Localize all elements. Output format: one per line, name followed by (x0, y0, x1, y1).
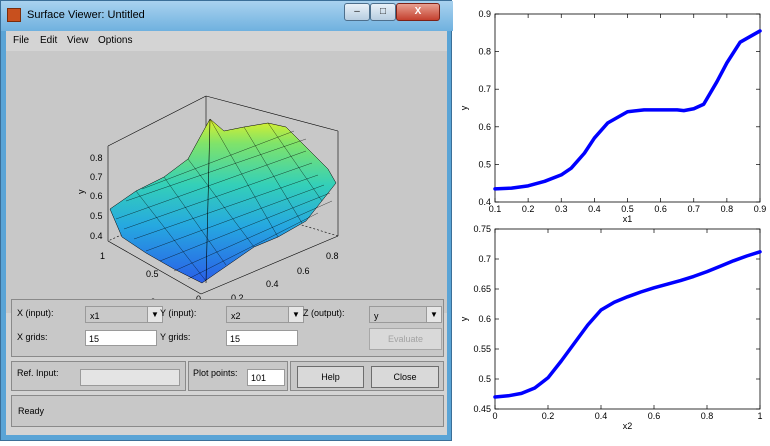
x1-tick-label: 0.2 (231, 293, 244, 303)
menu-edit[interactable]: Edit (40, 35, 58, 46)
menu-options[interactable]: Options (98, 35, 133, 46)
surface-viewer-window: Surface Viewer: Untitled – □ X File Edit… (0, 0, 453, 441)
y-tick-label: 0.9 (478, 9, 491, 19)
title-bar[interactable]: Surface Viewer: Untitled – □ X (1, 1, 453, 31)
z-output-value: y (374, 311, 379, 321)
axis-selection-panel: X (input): x1 ▼ Y (input): x2 ▼ Z (outpu… (11, 299, 444, 357)
y-tick-label: 0.7 (478, 84, 491, 94)
x2-tick-label: 1 (100, 251, 105, 261)
ref-input-label: Ref. Input: (17, 368, 59, 378)
y-input-value: x2 (231, 311, 241, 321)
ref-input-panel: Ref. Input: (11, 361, 186, 391)
y-tick-label: 0.4 (90, 231, 103, 241)
y-input-select[interactable]: x2 ▼ (226, 306, 304, 323)
y-tick-label: 0.75 (473, 224, 491, 234)
menu-bar: File Edit View Options (6, 31, 447, 51)
z-output-label: Z (output): (303, 308, 345, 318)
y-axis-label: y (76, 189, 86, 194)
ref-input-field[interactable] (80, 369, 180, 386)
x-input-select[interactable]: x1 ▼ (85, 306, 163, 323)
series-line (493, 29, 762, 191)
output-plots: 0.1 0.2 0.3 0.4 0.5 0.6 0.7 0.8 0.9 0.4 0.5 0.6 0.7 0… (455, 0, 770, 441)
mesh-lines (115, 118, 333, 282)
matlab-icon (7, 8, 21, 22)
plot-points-input[interactable]: 101 (247, 369, 285, 386)
y-tick-label: 0.6 (478, 314, 491, 324)
x2-tick-label: 0.5 (146, 269, 159, 279)
x-axis-label: x1 (623, 214, 633, 224)
x-tick-label: 0.9 (754, 204, 767, 214)
status-text: Ready (18, 406, 45, 416)
y-tick-label: 0.65 (473, 284, 491, 294)
x-tick-label: 0.5 (621, 204, 634, 214)
y-grids-input[interactable]: 15 (226, 330, 298, 346)
y-tick-label: 0.45 (473, 404, 491, 414)
plot-frame (494, 13, 761, 203)
x-tick-label: 0.8 (721, 204, 734, 214)
x-tick-label: 0.8 (701, 411, 714, 421)
help-button[interactable]: Help (297, 366, 364, 388)
x-tick-label: 0.6 (648, 411, 661, 421)
x-input-value: x1 (90, 311, 100, 321)
x-grids-label: X grids: (17, 332, 48, 342)
x-tick-label: 0.4 (588, 204, 601, 214)
x-tick-label: 0.1 (489, 204, 502, 214)
y-tick-label: 0.5 (478, 374, 491, 384)
surface-plot[interactable]: 0.8 0.7 0.6 0.5 0.4 y 1 0.5 0 x2 0.2 0.4… (6, 51, 447, 313)
output-plots-svg: 0.1 0.2 0.3 0.4 0.5 0.6 0.7 0.8 0.9 0.4 0.5 0.6 0.7 0… (459, 9, 767, 431)
x-input-label: X (input): (17, 308, 54, 318)
z-output-select[interactable]: y ▼ (369, 306, 442, 323)
window-title: Surface Viewer: Untitled (27, 9, 145, 21)
status-panel: Ready (11, 395, 444, 427)
x-axis-label: x2 (623, 421, 633, 431)
chevron-down-icon: ▼ (288, 307, 303, 322)
menu-view[interactable]: View (67, 35, 89, 46)
y-axis-label: y (459, 105, 469, 110)
box-edge (205, 118, 211, 284)
chevron-down-icon: ▼ (147, 307, 162, 322)
y-axis-label: y (459, 316, 469, 321)
plot-points-label: Plot points: (193, 368, 238, 378)
y-input-label: Y (input): (160, 308, 197, 318)
x-tick-label: 0.4 (595, 411, 608, 421)
menu-file[interactable]: File (13, 35, 30, 46)
y-tick-label: 0.7 (90, 172, 103, 182)
surface-plot-area[interactable]: 0.8 0.7 0.6 0.5 0.4 y 1 0.5 0 x2 0.2 0.4… (6, 51, 447, 313)
y-grids-label: Y grids: (160, 332, 191, 342)
x-grids-input[interactable]: 15 (85, 330, 157, 346)
x1-tick-label: 0.6 (297, 266, 310, 276)
x-tick-label: 0.2 (522, 204, 535, 214)
x1-tick-label: 0.4 (266, 279, 279, 289)
series-line (493, 250, 762, 399)
x-tick-label: 0 (492, 411, 497, 421)
y-tick-label: 0.8 (478, 47, 491, 57)
x-tick-label: 0.2 (542, 411, 555, 421)
plot-frame (494, 228, 761, 410)
y-tick-label: 0.5 (478, 159, 491, 169)
x1-tick-label: 0.8 (326, 251, 339, 261)
y-tick-label: 0.5 (90, 211, 103, 221)
y-tick-label: 0.6 (90, 191, 103, 201)
action-buttons-panel: Help Close (290, 361, 444, 391)
y-tick-label: 0.4 (478, 197, 491, 207)
plot-points-panel: Plot points: 101 (188, 361, 288, 391)
y-tick-label: 0.6 (478, 122, 491, 132)
x-tick-label: 1 (757, 411, 762, 421)
y-tick-label: 0.7 (478, 254, 491, 264)
surface-mesh (109, 118, 337, 284)
chevron-down-icon: ▼ (426, 307, 441, 322)
evaluate-button[interactable]: Evaluate (369, 328, 442, 350)
close-button[interactable]: Close (371, 366, 439, 388)
x-tick-label: 0.6 (654, 204, 667, 214)
minimize-button[interactable]: – (344, 3, 370, 21)
x-tick-label: 0.3 (555, 204, 568, 214)
maximize-button[interactable]: □ (370, 3, 396, 21)
y-tick-label: 0.8 (90, 153, 103, 163)
close-window-button[interactable]: X (396, 3, 440, 21)
client-area: File Edit View Options (6, 31, 447, 435)
x-tick-label: 0.7 (687, 204, 700, 214)
y-tick-label: 0.55 (473, 344, 491, 354)
